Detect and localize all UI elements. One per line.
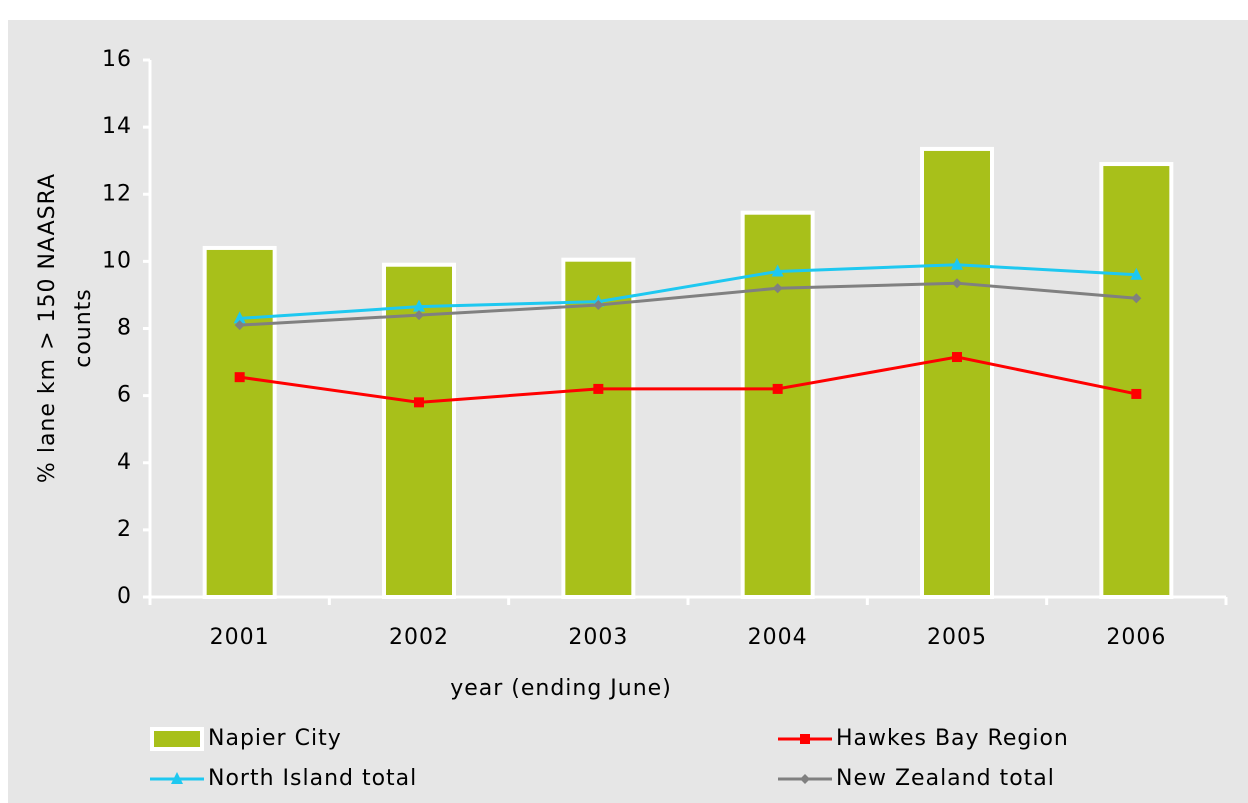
x-tick-label: 2005 (927, 625, 987, 650)
x-tick-label: 2006 (1106, 625, 1166, 650)
point (233, 311, 246, 324)
bar (920, 146, 994, 600)
y-tick-label: 12 (102, 181, 132, 206)
point (1130, 267, 1143, 280)
bar (382, 262, 456, 599)
x-tick-label: 2003 (568, 625, 628, 650)
bar (561, 257, 636, 599)
y-tick-label: 2 (117, 517, 132, 542)
y-tick-label: 4 (117, 450, 132, 475)
point (234, 372, 245, 383)
point (413, 299, 425, 312)
point (952, 352, 962, 363)
legend-marker (800, 774, 810, 784)
y-tick-label: 14 (102, 114, 132, 139)
x-tick-label: 2001 (210, 625, 270, 650)
y-tick-label: 6 (117, 383, 132, 408)
bar (202, 245, 277, 599)
x-tick-label: 2004 (748, 625, 808, 650)
line (239, 281, 1137, 327)
point (772, 383, 783, 394)
point (952, 278, 962, 289)
y-tick-label: 10 (102, 248, 132, 273)
point (1131, 388, 1142, 399)
y-axis-label: % lane km > 150 NAASRA (35, 173, 60, 483)
x-axis-label: year (ending June) (450, 676, 672, 701)
y-axis-label: counts (71, 288, 96, 368)
bar (1099, 162, 1174, 599)
point (414, 397, 424, 408)
point (234, 320, 245, 331)
point (771, 264, 784, 277)
legend-label: North Island total (208, 766, 417, 791)
point (772, 283, 783, 294)
y-tick-label: 8 (117, 316, 132, 341)
legend-marker (800, 734, 810, 744)
point (414, 310, 424, 321)
line (239, 263, 1137, 320)
point (951, 257, 963, 270)
legend-label: Napier City (208, 726, 342, 751)
y-tick-label: 16 (102, 47, 132, 72)
point (1131, 293, 1142, 304)
legend-label: Hawkes Bay Region (836, 726, 1069, 751)
y-tick-label: 0 (117, 584, 132, 609)
legend-label: New Zealand total (836, 766, 1055, 791)
point (593, 300, 604, 311)
x-tick-label: 2002 (389, 625, 449, 650)
point (593, 383, 604, 394)
line (239, 355, 1137, 404)
legend-swatch (150, 727, 204, 751)
legend-marker (171, 772, 183, 784)
